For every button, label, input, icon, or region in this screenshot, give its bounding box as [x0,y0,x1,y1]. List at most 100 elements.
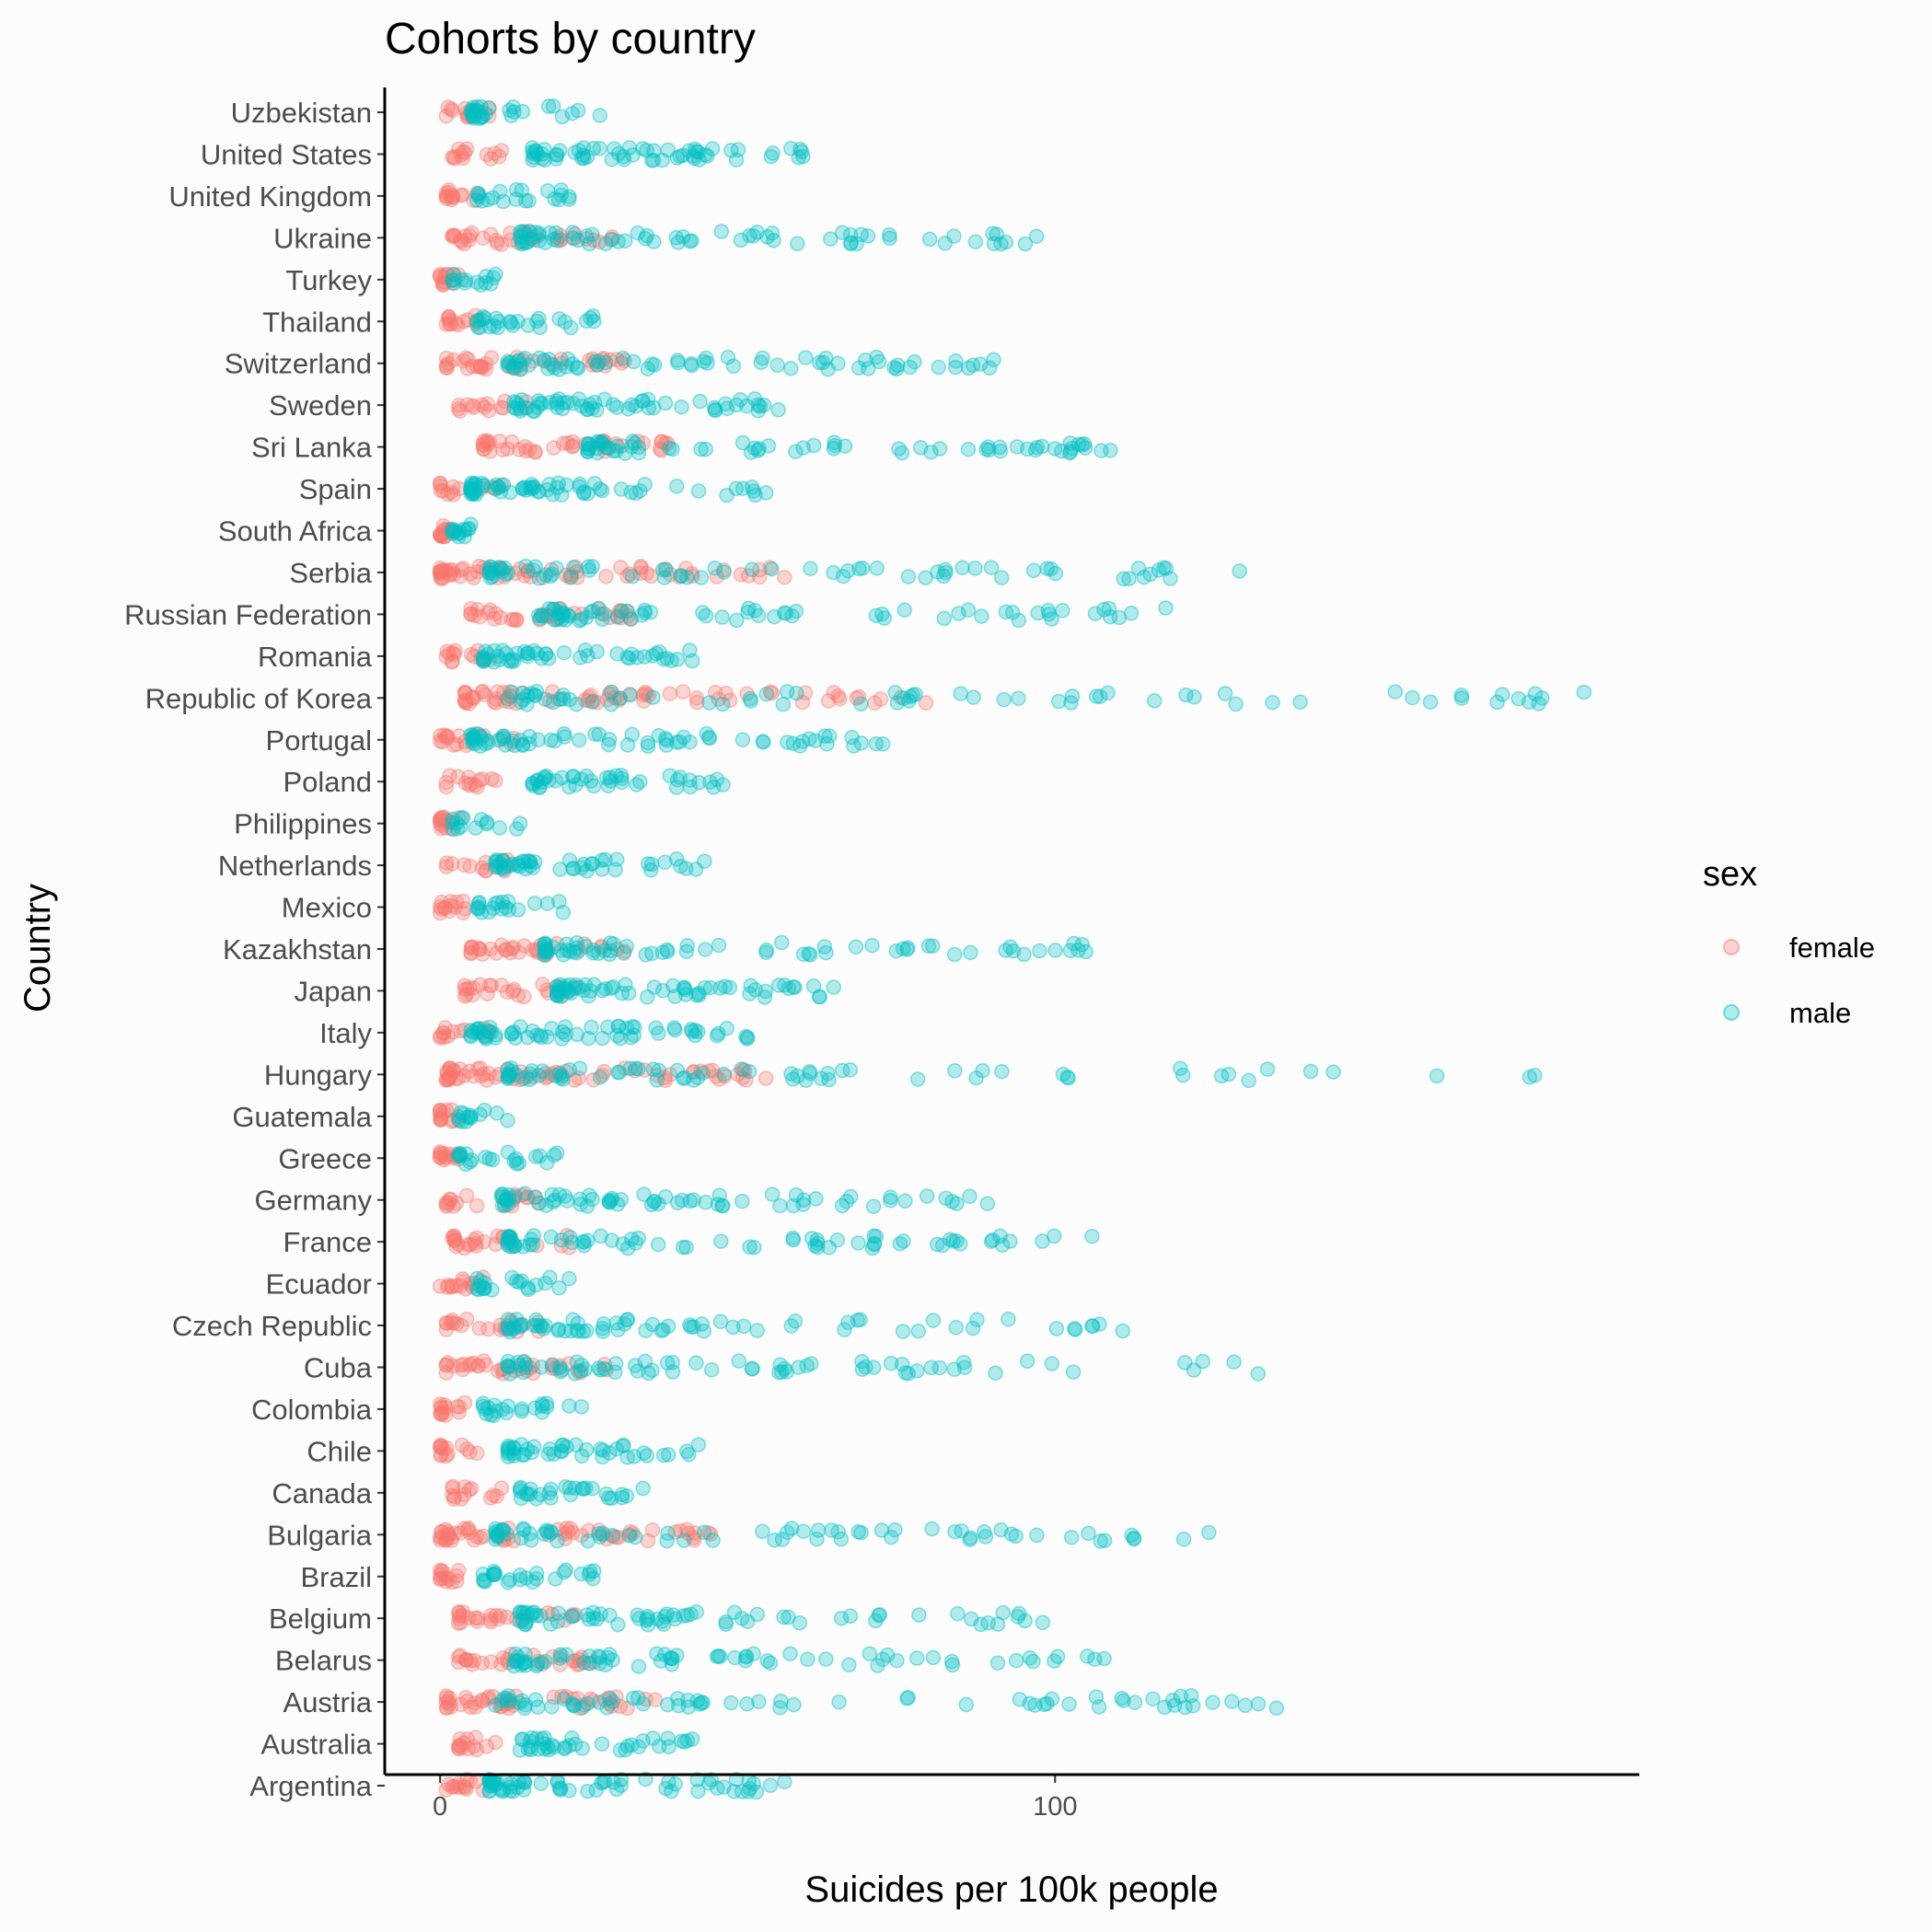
male-point-serbia [1151,562,1167,578]
male-point-ukraine [849,236,864,252]
female-point-guatemala [433,1110,449,1127]
female-point-serbia [433,563,448,580]
male-point-united-states [704,141,721,156]
male-point-sweden [596,391,613,408]
female-point-switzerland [478,355,494,372]
female-point-bulgaria [557,1531,573,1546]
female-point-serbia [558,567,574,584]
female-point-united-states [455,150,470,167]
male-point-brazil [581,1567,597,1582]
female-point-austria [485,1688,502,1705]
female-point-austria [438,1700,455,1717]
female-point-cuba [544,1357,561,1372]
male-point-uzbekistan [469,98,485,115]
female-point-republic-of-korea [794,694,811,711]
male-point-thailand [477,310,492,326]
female-point-belarus [545,1649,561,1665]
male-point-republic-of-korea [1510,690,1527,707]
male-point-united-states [548,151,564,167]
male-point-serbia [674,568,689,584]
male-point-germany [949,1196,965,1211]
male-point-kazakhstan [711,937,727,954]
male-point-belgium [667,1611,683,1627]
male-point-switzerland [890,357,906,373]
male-point-kazakhstan [538,944,553,961]
male-point-serbia [484,569,501,584]
female-point-south-africa [442,522,457,538]
male-point-ukraine [550,233,565,249]
female-point-ukraine [603,232,619,248]
female-point-france [501,1230,517,1245]
male-point-sweden [719,400,735,417]
male-point-switzerland [769,357,785,373]
female-point-hungary [637,1062,653,1078]
female-point-mexico [455,905,471,920]
female-point-bulgaria [438,1527,455,1543]
female-point-chile [462,1444,478,1460]
male-point-austria [1145,1691,1161,1706]
male-point-ukraine [766,232,781,249]
female-point-canada [461,1482,477,1498]
male-point-spain [491,480,507,495]
male-point-hungary [734,1061,749,1077]
male-point-ukraine [610,234,626,249]
male-point-cuba [502,1366,518,1382]
male-point-sri-lanka [580,435,596,452]
male-point-sri-lanka [827,437,843,454]
male-point-republic-of-korea [853,696,869,712]
male-point-republic-of-korea [1265,694,1280,711]
male-point-russian-federation [784,607,800,624]
male-point-turkey [469,274,485,290]
female-point-italy [445,1024,461,1040]
female-point-brazil [441,1571,457,1588]
female-point-switzerland [478,361,494,377]
female-point-bulgaria [610,1529,627,1545]
male-point-ukraine [617,233,633,249]
female-point-ecuador [456,1274,471,1290]
male-point-cuba [569,1354,585,1370]
male-point-spain [735,480,751,496]
male-point-switzerland [509,353,526,370]
male-point-spain [572,479,587,495]
male-point-united-states [686,150,702,167]
male-point-japan [717,978,734,994]
male-point-netherlands [565,861,582,877]
male-point-netherlands [552,862,568,877]
female-point-mexico [447,899,463,915]
female-point-republic-of-korea [607,689,623,706]
male-point-sweden [541,394,558,411]
female-point-switzerland [608,352,625,367]
male-point-serbia [492,559,507,575]
male-point-united-states [691,152,707,168]
female-point-brazil [449,1573,465,1590]
female-point-republic-of-korea [577,692,593,708]
female-point-guatemala [445,1113,461,1128]
female-point-republic-of-korea [718,685,734,701]
male-point-russian-federation [530,607,547,624]
female-point-sri-lanka [546,440,561,456]
female-point-sri-lanka [597,444,613,459]
female-point-belgium [450,1615,467,1631]
male-point-serbia [481,559,498,575]
female-point-argentina [458,1781,474,1798]
male-point-sweden [692,393,708,410]
y-tick-label-canada: Canada [272,1477,372,1510]
female-point-poland [474,771,491,787]
male-point-serbia [1130,561,1147,576]
male-point-ukraine [515,235,532,250]
male-point-argentina [777,1774,792,1790]
female-point-colombia [438,1399,454,1416]
male-point-hungary [783,1066,799,1082]
female-point-bulgaria [581,1522,596,1539]
female-point-russian-federation [602,609,618,626]
female-point-kazakhstan [464,939,480,955]
female-point-canada [445,1487,460,1503]
female-point-mexico [442,903,457,920]
male-point-serbia [930,564,945,580]
female-point-australia [450,1740,467,1756]
female-point-kazakhstan [505,939,521,955]
male-point-republic-of-korea [503,684,520,700]
female-point-united-states [457,145,473,161]
male-point-sweden [635,393,651,409]
female-point-uzbekistan [469,102,485,119]
